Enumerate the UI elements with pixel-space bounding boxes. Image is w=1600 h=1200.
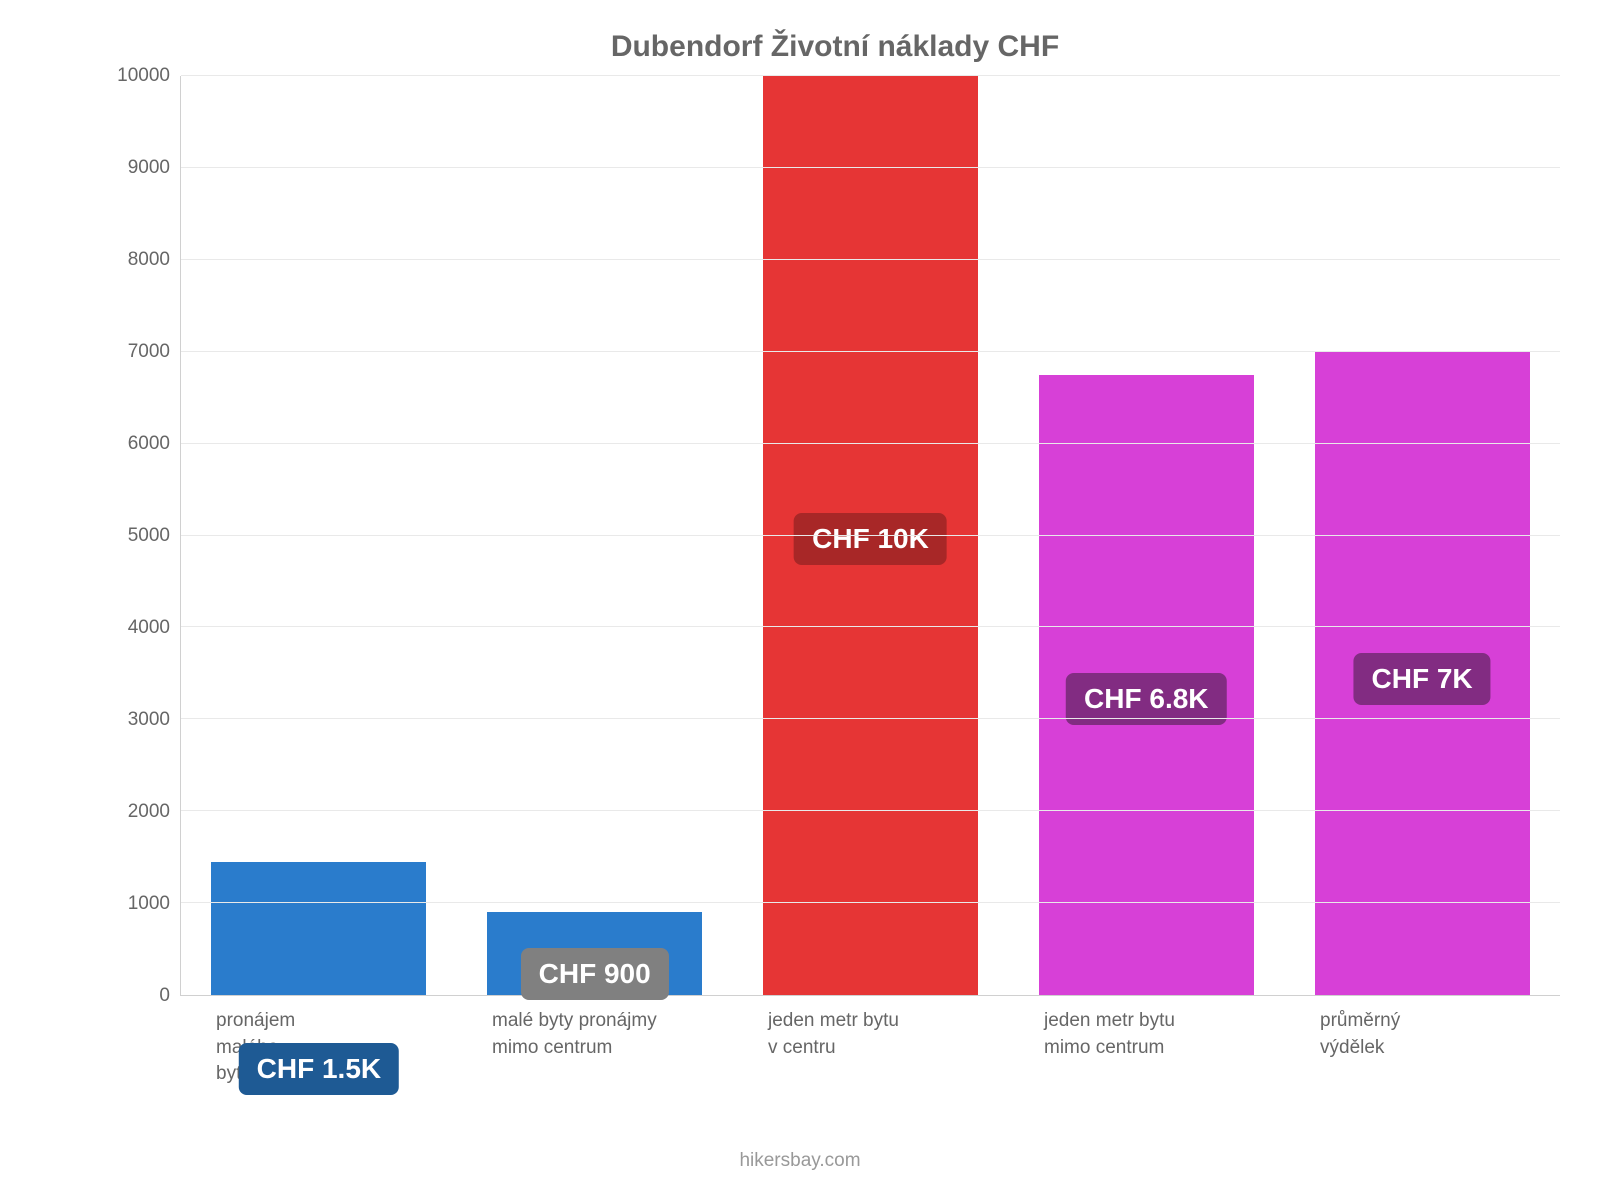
chart-footer: hikersbay.com bbox=[0, 1150, 1600, 1172]
plot-row: 0100020003000400050006000700080009000100… bbox=[110, 76, 1560, 996]
gridline bbox=[181, 718, 1560, 719]
gridline bbox=[181, 75, 1560, 76]
bar: CHF 10K bbox=[763, 76, 978, 995]
bar-slot: CHF 900 bbox=[457, 76, 733, 995]
value-badge: CHF 7K bbox=[1354, 653, 1491, 705]
y-tick-label: 2000 bbox=[128, 801, 170, 823]
gridline bbox=[181, 351, 1560, 352]
bar: CHF 900 bbox=[487, 912, 702, 995]
chart-title: Dubendorf Životní náklady CHF bbox=[110, 30, 1560, 64]
y-tick-label: 8000 bbox=[128, 249, 170, 271]
bar-slot: CHF 6.8K bbox=[1008, 76, 1284, 995]
y-tick-label: 1000 bbox=[128, 893, 170, 915]
gridline bbox=[181, 810, 1560, 811]
value-badge: CHF 900 bbox=[521, 948, 669, 1000]
bar-slot: CHF 10K bbox=[733, 76, 1009, 995]
y-tick-label: 6000 bbox=[128, 433, 170, 455]
gridline bbox=[181, 626, 1560, 627]
gridline bbox=[181, 902, 1560, 903]
gridline bbox=[181, 443, 1560, 444]
y-tick-label: 3000 bbox=[128, 709, 170, 731]
bar-slot: CHF 7K bbox=[1284, 76, 1560, 995]
bar-slot: CHF 1.5K bbox=[181, 76, 457, 995]
y-tick-label: 10000 bbox=[117, 65, 170, 87]
x-tick-label: jeden metr bytu mimo centrum bbox=[1008, 1008, 1284, 1088]
gridline bbox=[181, 535, 1560, 536]
y-tick-label: 5000 bbox=[128, 525, 170, 547]
y-tick-label: 9000 bbox=[128, 157, 170, 179]
bars-layer: CHF 1.5K CHF 900 CHF 10K CHF 6.8K CHF 7K bbox=[181, 76, 1560, 995]
y-tick-label: 0 bbox=[159, 985, 170, 1007]
x-tick-label: jeden metr bytu v centru bbox=[732, 1008, 1008, 1088]
value-badge: CHF 1.5K bbox=[239, 1043, 399, 1095]
bar: CHF 7K bbox=[1315, 352, 1530, 995]
gridline bbox=[181, 167, 1560, 168]
x-tick-label: průměrný výdělek bbox=[1284, 1008, 1560, 1088]
y-tick-label: 4000 bbox=[128, 617, 170, 639]
plot-area: CHF 1.5K CHF 900 CHF 10K CHF 6.8K CHF 7K bbox=[180, 76, 1560, 996]
x-tick-label: malé byty pronájmy mimo centrum bbox=[456, 1008, 732, 1088]
bar: CHF 1.5K bbox=[211, 862, 426, 995]
gridline bbox=[181, 259, 1560, 260]
value-badge: CHF 6.8K bbox=[1066, 673, 1226, 725]
value-badge: CHF 10K bbox=[794, 513, 947, 565]
y-tick-label: 7000 bbox=[128, 341, 170, 363]
chart-container: Dubendorf Životní náklady CHF 0 1000 2000 3… bbox=[0, 0, 1600, 1200]
y-axis: 0100020003000400050006000700080009000100… bbox=[110, 76, 180, 996]
